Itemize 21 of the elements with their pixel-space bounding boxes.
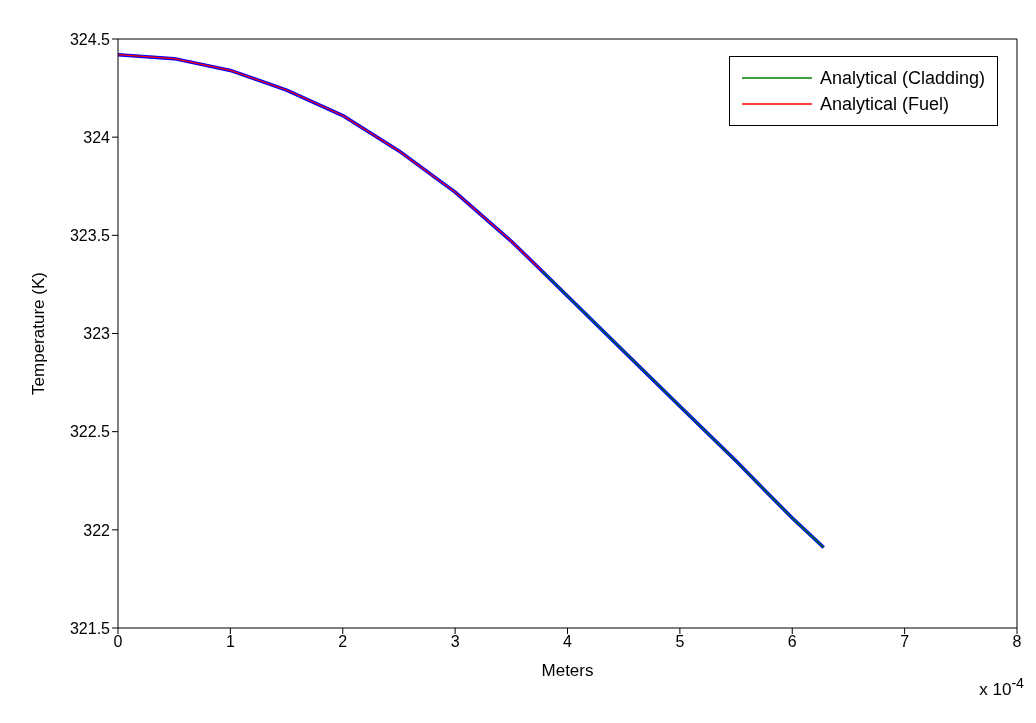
x-tick-label: 4: [563, 633, 573, 651]
x-axis-title: Meters: [541, 661, 594, 680]
x-tick-label: 2: [338, 633, 348, 651]
legend-label: Analytical (Fuel): [819, 93, 949, 115]
x-tick-label: 0: [113, 633, 123, 651]
y-tick-label: 323: [83, 325, 111, 343]
y-tick-label: 321.5: [69, 619, 111, 637]
x-tick-label: 8: [1012, 633, 1022, 651]
y-tick-label: 324.5: [69, 30, 111, 48]
x-tick-label: 6: [787, 633, 797, 651]
text: x 10$^{-4}$: [979, 675, 1024, 700]
y-tick-label: 323.5: [69, 227, 111, 245]
x-tick-label: 3: [450, 633, 460, 651]
y-tick-label: 322: [83, 521, 111, 539]
y-axis-title: Temperature (K): [29, 272, 49, 395]
x-tick-label: 7: [900, 633, 910, 651]
y-tick-label: 324: [83, 128, 111, 146]
x-tick-label: 1: [225, 633, 235, 651]
y-tick-label: 322.5: [69, 423, 111, 441]
x-tick-label: 5: [675, 633, 685, 651]
legend-label: Analytical (Cladding): [819, 67, 985, 89]
